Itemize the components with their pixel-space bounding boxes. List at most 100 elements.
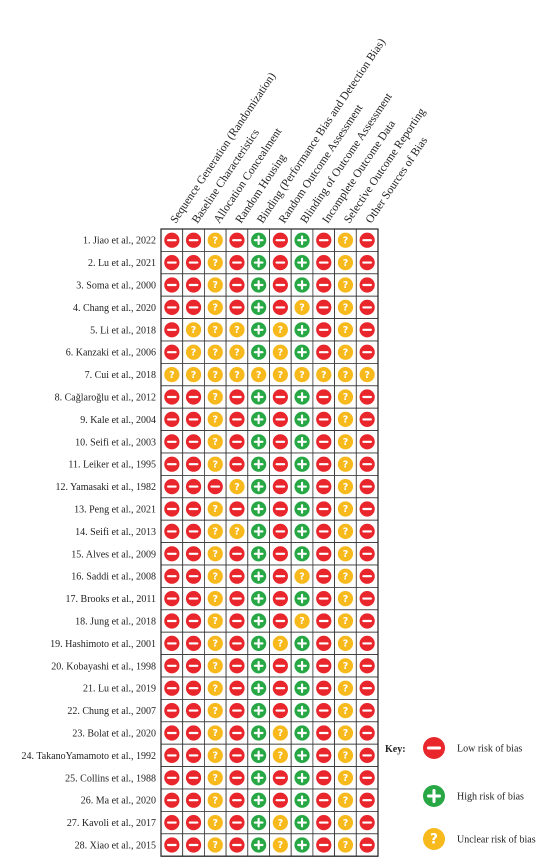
rating-cell <box>355 452 379 476</box>
minus-icon <box>423 737 445 759</box>
rating-cell <box>312 676 335 700</box>
rating-cell <box>247 788 270 812</box>
question-icon: ? <box>337 837 354 853</box>
question-icon: ? <box>337 411 354 427</box>
rating-cell <box>225 228 249 252</box>
key-item: ? Unclear risk of bias <box>423 828 536 850</box>
minus-icon <box>229 792 245 808</box>
rating-circle <box>207 232 223 248</box>
minus-icon <box>272 568 288 584</box>
rating-cell <box>247 609 270 633</box>
rating-cell <box>269 609 292 633</box>
minus-icon <box>229 456 245 472</box>
plus-icon <box>251 568 267 584</box>
rating-cell <box>182 273 205 297</box>
minus-icon <box>164 703 180 719</box>
minus-icon <box>316 703 332 719</box>
rating-circle <box>164 367 180 383</box>
minus-icon <box>316 725 332 741</box>
rating-cell <box>247 564 270 588</box>
minus-icon <box>164 299 180 315</box>
rating-cell: ? <box>334 676 357 700</box>
rating-cell <box>160 318 184 342</box>
question-icon: ? <box>207 792 223 808</box>
rating-circle <box>207 792 223 808</box>
rating-circle <box>251 367 267 383</box>
question-icon: ? <box>294 367 310 383</box>
minus-icon <box>316 613 332 629</box>
rating-circle <box>229 523 245 540</box>
rating-cell <box>312 587 335 611</box>
rating-circle <box>337 344 354 360</box>
study-label: 7. Cui et al., 2018 <box>85 370 156 381</box>
rating-cell: ? <box>269 362 292 387</box>
minus-icon <box>164 837 180 853</box>
question-icon: ? <box>337 725 354 741</box>
minus-icon <box>359 344 375 360</box>
minus-icon <box>164 322 180 338</box>
rating-cell: ? <box>203 407 227 432</box>
rating-cell <box>160 474 184 499</box>
rating-cell <box>290 542 314 566</box>
rating-circle <box>423 828 445 850</box>
question-glyph: ? <box>343 549 349 560</box>
minus-icon <box>272 613 288 629</box>
rating-circle <box>229 367 245 383</box>
plus-icon <box>294 255 310 271</box>
question-glyph: ? <box>256 370 262 381</box>
rating-cell <box>312 318 335 342</box>
question-icon: ? <box>207 747 223 764</box>
rating-circle <box>207 635 223 652</box>
rating-cell <box>182 788 205 812</box>
plus-icon <box>251 322 267 338</box>
rating-cell: ? <box>203 721 227 745</box>
question-icon: ? <box>207 635 223 652</box>
rating-cell <box>225 699 249 723</box>
plus-icon <box>251 389 267 405</box>
rating-cell: ? <box>334 362 357 387</box>
rating-cell <box>203 474 227 499</box>
rating-cell <box>290 654 314 678</box>
rating-circle <box>207 725 223 741</box>
minus-icon <box>272 703 288 719</box>
rating-cell <box>269 407 292 432</box>
plus-icon <box>294 232 310 248</box>
rating-circle <box>337 568 354 584</box>
minus-icon <box>164 747 180 764</box>
rating-cell <box>247 250 270 275</box>
rating-cell <box>225 542 249 566</box>
minus-icon <box>272 770 288 786</box>
plus-icon <box>251 546 267 562</box>
plus-icon <box>294 658 310 674</box>
question-icon: ? <box>337 367 354 383</box>
plus-icon <box>251 792 267 808</box>
minus-icon <box>164 680 180 696</box>
question-icon: ? <box>337 658 354 674</box>
rating-cell <box>225 788 249 812</box>
minus-icon <box>272 389 288 405</box>
rating-circle <box>337 792 354 808</box>
rating-cell <box>182 631 205 656</box>
question-glyph: ? <box>234 482 240 493</box>
minus-icon <box>316 277 332 293</box>
rating-cell: ? <box>355 362 379 387</box>
question-glyph: ? <box>212 706 218 717</box>
rating-cell <box>269 452 292 476</box>
question-icon: ? <box>272 322 288 338</box>
minus-icon <box>185 523 202 540</box>
question-glyph: ? <box>212 235 218 246</box>
plus-icon <box>294 434 310 450</box>
question-glyph: ? <box>212 616 218 627</box>
rating-circle <box>207 411 223 427</box>
question-icon: ? <box>207 703 223 719</box>
minus-icon <box>359 523 375 540</box>
question-glyph: ? <box>343 773 349 784</box>
grid-outline <box>160 228 379 857</box>
rating-cell <box>225 743 249 768</box>
question-glyph: ? <box>343 504 349 515</box>
minus-icon <box>229 770 245 786</box>
minus-icon <box>185 658 202 674</box>
question-icon: ? <box>337 792 354 808</box>
rating-cell: ? <box>334 385 357 409</box>
rating-cell <box>312 542 335 566</box>
